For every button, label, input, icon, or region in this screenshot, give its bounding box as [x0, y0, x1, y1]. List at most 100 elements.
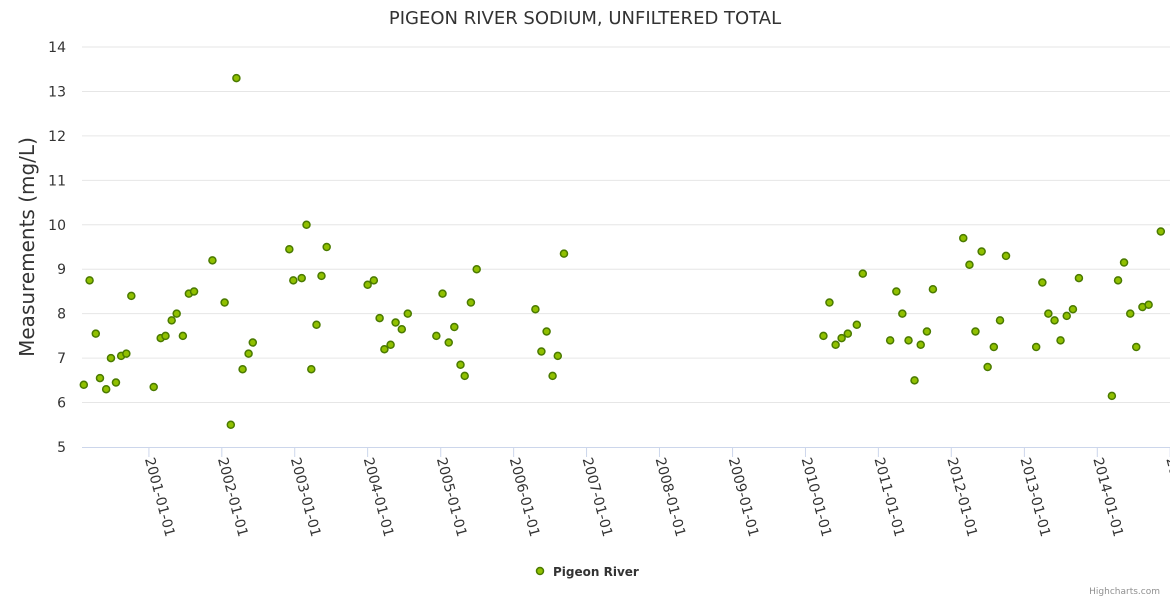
data-point[interactable] — [456, 360, 465, 370]
data-point[interactable] — [1031, 342, 1041, 352]
data-point[interactable] — [910, 376, 919, 385]
data-point[interactable] — [167, 316, 176, 325]
data-point[interactable] — [101, 384, 111, 394]
data-point[interactable] — [892, 287, 901, 296]
data-point[interactable] — [837, 333, 846, 343]
data-point[interactable] — [285, 244, 294, 254]
data-point[interactable] — [111, 378, 121, 387]
data-point[interactable] — [444, 338, 453, 347]
data-point[interactable] — [232, 73, 241, 83]
y-tick-label: 14 — [48, 40, 66, 56]
data-point[interactable] — [825, 298, 834, 307]
data-point[interactable] — [375, 313, 384, 323]
data-point[interactable] — [1001, 251, 1011, 261]
y-tick-label: 10 — [48, 218, 66, 234]
data-point[interactable] — [91, 329, 101, 338]
data-point[interactable] — [244, 349, 253, 358]
data-point[interactable] — [1107, 391, 1117, 401]
data-point[interactable] — [317, 271, 326, 281]
data-point[interactable] — [1050, 316, 1059, 325]
data-point[interactable] — [559, 249, 569, 258]
data-point[interactable] — [312, 320, 321, 330]
data-point[interactable] — [548, 371, 557, 381]
data-point[interactable] — [178, 331, 188, 341]
data-point[interactable] — [289, 276, 298, 285]
data-point[interactable] — [226, 420, 236, 430]
data-point[interactable] — [1156, 227, 1166, 236]
data-point[interactable] — [127, 291, 136, 301]
legend-marker[interactable] — [535, 566, 545, 576]
data-point[interactable] — [189, 287, 199, 296]
data-point[interactable] — [386, 340, 395, 350]
data-point[interactable] — [819, 331, 828, 341]
data-point[interactable] — [238, 364, 247, 374]
data-point[interactable] — [307, 364, 316, 374]
legend[interactable]: Pigeon River — [535, 565, 639, 579]
data-point[interactable] — [928, 284, 938, 294]
data-point[interactable] — [472, 264, 481, 274]
data-point[interactable] — [391, 318, 400, 327]
data-point[interactable] — [460, 371, 469, 381]
data-point[interactable] — [1113, 276, 1123, 285]
data-point[interactable] — [297, 273, 306, 283]
data-point[interactable] — [380, 344, 389, 354]
data-point[interactable] — [1038, 278, 1047, 287]
data-point[interactable] — [1131, 342, 1141, 352]
credits-link[interactable]: Highcharts.com — [1089, 587, 1160, 597]
data-point[interactable] — [904, 336, 913, 345]
data-point[interactable] — [1126, 309, 1135, 318]
data-point[interactable] — [965, 260, 974, 270]
data-point[interactable] — [852, 320, 862, 330]
x-tick-label: 2006-01-01 — [506, 456, 543, 539]
data-point[interactable] — [831, 340, 840, 350]
data-point[interactable] — [1044, 309, 1053, 318]
data-point[interactable] — [971, 327, 980, 336]
data-point[interactable] — [438, 289, 447, 298]
data-point[interactable] — [959, 233, 968, 243]
data-point[interactable] — [403, 309, 413, 318]
data-point[interactable] — [898, 309, 907, 318]
x-tick-label: 2007-01-01 — [579, 456, 616, 539]
data-point[interactable] — [1068, 304, 1078, 314]
x-tick-label: 2009-01-01 — [725, 456, 762, 539]
data-point[interactable] — [977, 247, 986, 256]
data-point[interactable] — [248, 338, 258, 347]
data-point[interactable] — [220, 298, 229, 307]
data-point[interactable] — [172, 309, 181, 318]
data-point[interactable] — [95, 373, 105, 383]
data-point[interactable] — [1056, 336, 1065, 345]
data-point[interactable] — [149, 382, 158, 392]
data-point[interactable] — [79, 380, 89, 390]
data-point[interactable] — [106, 353, 116, 363]
data-point[interactable] — [542, 327, 551, 336]
data-point[interactable] — [1144, 300, 1153, 310]
data-point[interactable] — [369, 276, 379, 285]
data-point[interactable] — [208, 256, 217, 265]
data-point[interactable] — [161, 331, 170, 341]
data-point[interactable] — [995, 316, 1005, 325]
data-point[interactable] — [450, 322, 459, 332]
data-point[interactable] — [302, 220, 311, 230]
data-point[interactable] — [432, 331, 441, 341]
data-point[interactable] — [322, 242, 331, 252]
data-point[interactable] — [397, 324, 407, 334]
data-point[interactable] — [885, 336, 895, 345]
data-point[interactable] — [363, 280, 372, 290]
data-point[interactable] — [1074, 273, 1084, 283]
data-point[interactable] — [466, 298, 476, 307]
data-point[interactable] — [983, 362, 992, 372]
data-point[interactable] — [843, 329, 853, 338]
legend-item-pigeon-river[interactable]: Pigeon River — [553, 565, 639, 579]
data-point[interactable] — [922, 327, 932, 336]
data-point[interactable] — [85, 276, 94, 285]
data-point[interactable] — [537, 347, 546, 356]
data-point[interactable] — [989, 342, 999, 352]
data-point[interactable] — [122, 349, 131, 358]
data-point[interactable] — [1119, 258, 1129, 267]
data-point[interactable] — [858, 269, 868, 278]
data-point[interactable] — [916, 340, 925, 350]
data-point[interactable] — [553, 351, 563, 361]
data-point[interactable] — [531, 304, 540, 314]
data-point[interactable] — [1062, 311, 1071, 321]
